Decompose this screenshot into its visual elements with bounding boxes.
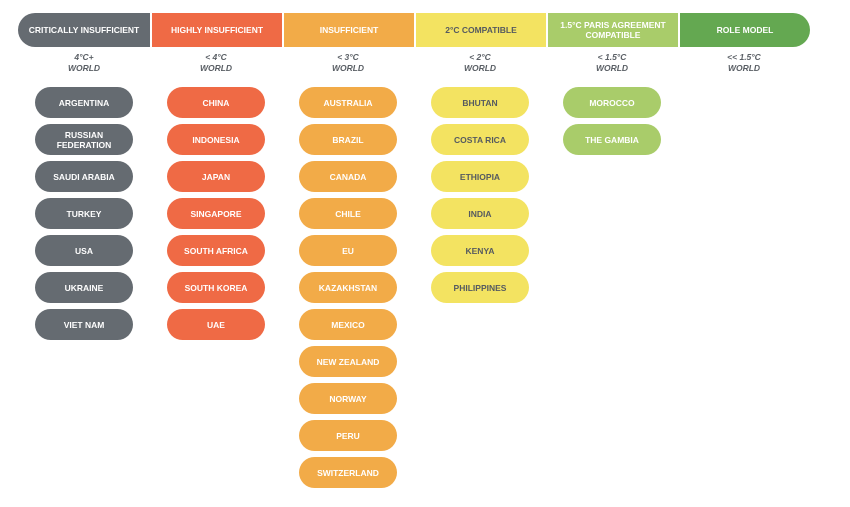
country-pill: UAE (167, 309, 265, 340)
header-critically-insufficient: CRITICALLY INSUFFICIENT (18, 13, 150, 47)
warming-range: < 2°C (469, 52, 491, 62)
warming-range: << 1.5°C (727, 52, 761, 62)
header-highly-insufficient: HIGHLY INSUFFICIENT (150, 13, 282, 47)
country-pill: VIET NAM (35, 309, 133, 340)
column-role-model: << 1.5°C WORLD (678, 52, 810, 87)
country-pill: PERU (299, 420, 397, 451)
country-list: ARGENTINA RUSSIAN FEDERATION SAUDI ARABIA T… (18, 87, 150, 340)
country-list: BHUTAN COSTA RICA ETHIOPIA INDIA KENYA PHILIP… (414, 87, 546, 303)
country-list: AUSTRALIA BRAZIL CANADA CHILE EU KAZAKHSTAN ME… (282, 87, 414, 488)
country-pill: ARGENTINA (35, 87, 133, 118)
column-caption: << 1.5°C WORLD (678, 52, 810, 76)
rating-header-bar: CRITICALLY INSUFFICIENT HIGHLY INSUFFICI… (18, 13, 810, 47)
country-pill: TURKEY (35, 198, 133, 229)
country-pill: KAZAKHSTAN (299, 272, 397, 303)
warming-range: < 4°C (205, 52, 227, 62)
column-paris-agreement-compatible: < 1.5°C WORLD MOROCCO THE GAMBIA (546, 52, 678, 161)
country-pill: USA (35, 235, 133, 266)
country-pill: MOROCCO (563, 87, 661, 118)
column-critically-insufficient: 4°C+ WORLD ARGENTINA RUSSIAN FEDERATION SA… (18, 52, 150, 346)
warming-scope: WORLD (331, 63, 365, 73)
country-pill: CANADA (299, 161, 397, 192)
country-pill: SAUDI ARABIA (35, 161, 133, 192)
header-role-model: ROLE MODEL (678, 13, 810, 47)
country-pill: INDONESIA (167, 124, 265, 155)
country-pill: MEXICO (299, 309, 397, 340)
header-insufficient: INSUFFICIENT (282, 13, 414, 47)
header-paris-agreement-compatible: 1.5°C PARIS AGREEMENT COMPATIBLE (546, 13, 678, 47)
warming-scope: WORLD (727, 63, 761, 73)
country-pill: NEW ZEALAND (299, 346, 397, 377)
column-insufficient: < 3°C WORLD AUSTRALIA BRAZIL CANADA CHILE EU… (282, 52, 414, 494)
country-pill: SOUTH KOREA (167, 272, 265, 303)
column-caption: < 4°C WORLD (150, 52, 282, 76)
column-highly-insufficient: < 4°C WORLD CHINA INDONESIA JAPAN SINGAPORE… (150, 52, 282, 346)
column-caption: < 3°C WORLD (282, 52, 414, 76)
header-2c-compatible: 2°C COMPATIBLE (414, 13, 546, 47)
column-2c-compatible: < 2°C WORLD BHUTAN COSTA RICA ETHIOPIA INDI… (414, 52, 546, 309)
warming-range: < 3°C (337, 52, 359, 62)
country-pill: BHUTAN (431, 87, 529, 118)
warming-scope: WORLD (595, 63, 629, 73)
column-caption: 4°C+ WORLD (18, 52, 150, 76)
country-pill: SOUTH AFRICA (167, 235, 265, 266)
country-pill: CHINA (167, 87, 265, 118)
country-pill: SWITZERLAND (299, 457, 397, 488)
warming-scope: WORLD (67, 63, 101, 73)
column-caption: < 1.5°C WORLD (546, 52, 678, 76)
country-pill: COSTA RICA (431, 124, 529, 155)
country-pill: NORWAY (299, 383, 397, 414)
country-pill: THE GAMBIA (563, 124, 661, 155)
country-pill: BRAZIL (299, 124, 397, 155)
country-list: CHINA INDONESIA JAPAN SINGAPORE SOUTH AFRICA… (150, 87, 282, 340)
country-pill: RUSSIAN FEDERATION (35, 124, 133, 155)
warming-range: 4°C+ (74, 52, 94, 62)
warming-range: < 1.5°C (597, 52, 627, 62)
country-pill: JAPAN (167, 161, 265, 192)
column-caption: < 2°C WORLD (414, 52, 546, 76)
country-pill: UKRAINE (35, 272, 133, 303)
warming-scope: WORLD (463, 63, 497, 73)
warming-scope: WORLD (199, 63, 233, 73)
country-pill: KENYA (431, 235, 529, 266)
country-pill: CHILE (299, 198, 397, 229)
country-pill: ETHIOPIA (431, 161, 529, 192)
country-pill: PHILIPPINES (431, 272, 529, 303)
country-pill: SINGAPORE (167, 198, 265, 229)
country-pill: EU (299, 235, 397, 266)
country-list: MOROCCO THE GAMBIA (546, 87, 678, 155)
country-pill: AUSTRALIA (299, 87, 397, 118)
country-pill: INDIA (431, 198, 529, 229)
